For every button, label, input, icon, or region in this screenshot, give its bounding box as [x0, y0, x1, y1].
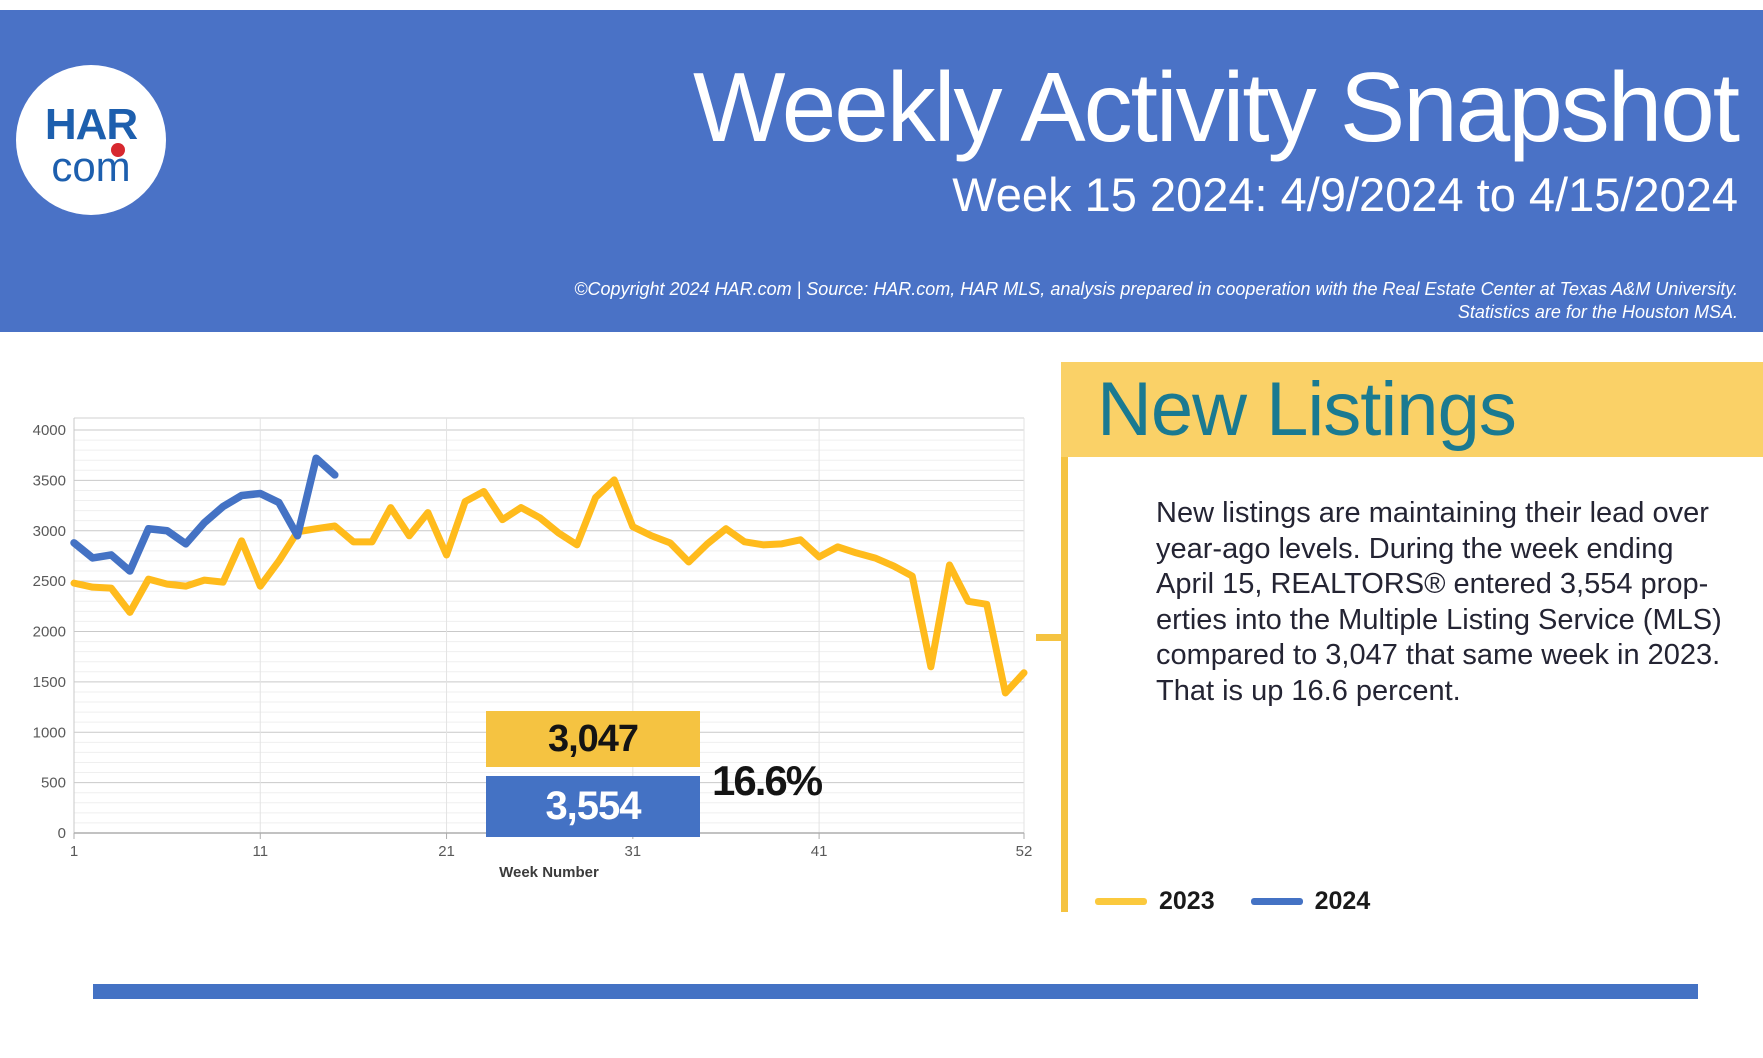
svg-text:41: 41	[811, 843, 828, 860]
svg-text:3000: 3000	[33, 523, 66, 540]
header-titles: Weekly Activity Snapshot Week 15 2024: 4…	[338, 52, 1740, 224]
svg-text:2500: 2500	[33, 573, 66, 590]
paragraph-line: That is up 16.6 percent.	[1156, 674, 1461, 707]
x-axis-title: Week Number	[499, 864, 599, 881]
logo-com-text: com	[51, 143, 131, 190]
copyright-line-1: ©Copyright 2024 HAR.com | Source: HAR.co…	[574, 279, 1738, 299]
svg-text:52: 52	[1016, 843, 1033, 860]
svg-text:0: 0	[58, 825, 66, 842]
copyright-line-2: Statistics are for the Houston MSA.	[1457, 302, 1738, 322]
header-band: HAR com Weekly Activity Snapshot Week 15…	[0, 10, 1763, 332]
legend-label-2023: 2023	[1159, 887, 1215, 915]
callout-2024-value: 3,554	[486, 776, 700, 837]
paragraph-line: New listings are maintaining their lead …	[1156, 497, 1709, 529]
logo-har-text: HAR	[44, 100, 138, 149]
svg-text:31: 31	[624, 843, 641, 860]
paragraph-line: compared to 3,047 that same week in 2023…	[1156, 639, 1721, 671]
paragraph-line: year-ago levels. During the week ending	[1156, 532, 1674, 565]
copyright-note: ©Copyright 2024 HAR.com | Source: HAR.co…	[438, 278, 1738, 324]
panel-paragraph: New listings are maintaining their lead …	[1156, 496, 1722, 709]
svg-text:1: 1	[70, 843, 78, 860]
line-2023	[70, 476, 1028, 697]
line-2024	[70, 454, 339, 575]
svg-text:1000: 1000	[33, 724, 66, 741]
page-subtitle: Week 15 2024: 4/9/2024 to 4/15/2024	[952, 168, 1738, 221]
chart-legend: 2023 2024	[1095, 886, 1406, 916]
svg-text:11: 11	[252, 843, 268, 860]
legend-swatch-2023	[1095, 897, 1147, 905]
page-title: Weekly Activity Snapshot	[692, 52, 1740, 162]
percent-change-label: 16.6%	[712, 757, 823, 804]
svg-text:500: 500	[41, 775, 66, 792]
callout-2023-value: 3,047	[486, 711, 700, 767]
svg-text:4000: 4000	[33, 422, 66, 439]
new-listings-header-band: New Listings	[1061, 362, 1763, 457]
panel-connector-line	[1036, 634, 1061, 641]
legend-label-2024: 2024	[1314, 887, 1371, 915]
svg-text:3500: 3500	[33, 472, 66, 489]
paragraph-line: April 15, REALTORS® entered 3,554 prop-	[1156, 568, 1709, 600]
paragraph-line: erties into the Multiple Listing Service…	[1156, 603, 1722, 636]
footer-accent-bar	[93, 984, 1698, 999]
har-com-logo: HAR com	[16, 65, 166, 215]
panel-heading: New Listings	[1097, 367, 1517, 452]
panel-left-accent-line	[1061, 457, 1068, 912]
svg-text:21: 21	[438, 843, 455, 860]
legend-swatch-2024	[1250, 897, 1303, 905]
svg-text:2000: 2000	[33, 624, 66, 641]
logo-red-dot-icon	[111, 143, 125, 157]
svg-text:1500: 1500	[33, 674, 66, 691]
